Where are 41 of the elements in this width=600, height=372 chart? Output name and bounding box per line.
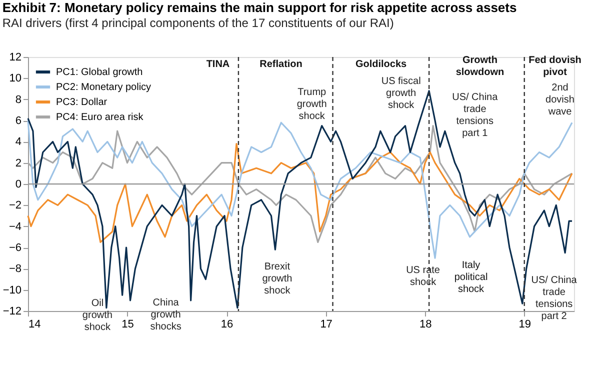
x-tick-label: 18 (419, 318, 432, 330)
annotation: TINA (206, 59, 230, 70)
y-tick-label: −4 (8, 220, 22, 233)
annotation: US/ China trade tensions part 2 (531, 274, 578, 322)
y-tick-label: −2 (8, 200, 22, 212)
annotation: US/ China trade tensions part 1 (452, 92, 498, 139)
chart-title: Exhibit 7: Monetary policy remains the main support for risk appetite across assets (2, 0, 517, 15)
y-tick-label: 8 (15, 94, 22, 106)
y-tick-label: −12 (2, 306, 22, 318)
y-tick-label: −8 (8, 263, 22, 276)
annotation: Growth slowdown (456, 55, 504, 78)
annotation: China growth shocks (150, 297, 182, 332)
line-series (27, 142, 573, 244)
annotation: Fed dovish pivot (528, 55, 582, 78)
x-tick-label: 14 (28, 318, 41, 330)
annotation: Italy political shock (454, 260, 488, 295)
x-tick-label: 17 (320, 318, 332, 330)
y-tick-label: 10 (9, 72, 22, 85)
x-tick-label: 19 (518, 318, 531, 330)
annotation: Brexit growth shock (262, 262, 292, 297)
y-tick-label: 0 (15, 178, 22, 190)
y-tick-label: 4 (15, 136, 22, 148)
annotation: US rate shock (406, 265, 440, 288)
annotation: 2nd dovish wave (546, 82, 574, 118)
y-tick-label: −10 (2, 284, 22, 296)
y-tick-label: 6 (15, 115, 22, 127)
annotation: Goldilocks (355, 59, 407, 70)
legend-label: PC1: Global growth (56, 67, 143, 78)
legend-label: PC2: Monetary policy (56, 82, 152, 93)
legend-label: PC4: Euro area risk (56, 112, 144, 123)
y-tick-label: 12 (9, 52, 22, 64)
chart-subtitle: RAI drivers (first 4 principal components of the 17 constituents of our RAI) (2, 16, 394, 30)
x-tick-label: 16 (220, 318, 234, 330)
annotation: US fiscal growth shock (381, 76, 421, 111)
y-tick-label: 2 (15, 157, 22, 170)
annotation: Oil growth shock (82, 298, 112, 333)
x-tick-label: 15 (122, 318, 134, 330)
y-tick-label: −6 (8, 242, 22, 254)
annotation: Reflation (260, 59, 302, 70)
legend-label: PC3: Dollar (56, 97, 108, 108)
annotation: Trump growth shock (296, 86, 327, 122)
